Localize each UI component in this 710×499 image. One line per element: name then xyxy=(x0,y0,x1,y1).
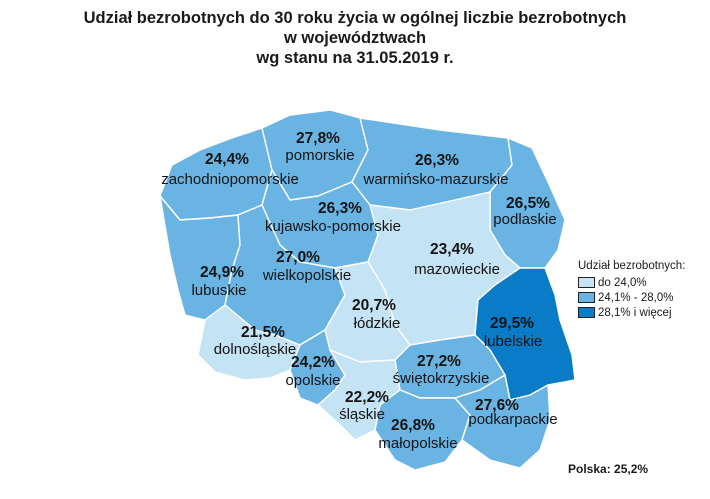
value-podlaskie: 26,5% xyxy=(506,195,550,212)
value-wielkopolskie: 27,0% xyxy=(276,249,320,266)
value-podkarpackie: 27,6% xyxy=(475,397,519,414)
voivodeship-labels: 24,4% zachodniopomorskie 27,8% pomorskie… xyxy=(161,130,557,452)
name-dolnoslaskie: dolnośląskie xyxy=(214,341,297,358)
legend-title: Udział bezrobotnych: xyxy=(578,260,686,272)
value-lubelskie: 29,5% xyxy=(490,315,534,332)
region-slaskie[interactable] xyxy=(317,349,401,441)
national-average: Polska: 25,2% xyxy=(568,462,649,476)
value-malopolskie: 26,8% xyxy=(391,417,435,434)
value-slaskie: 22,2% xyxy=(345,389,389,406)
name-lodzkie: łódzkie xyxy=(354,315,401,332)
name-pomorskie: pomorskie xyxy=(285,147,354,164)
value-warminsko-mazurskie: 26,3% xyxy=(415,152,459,169)
name-mazowieckie: mazowieckie xyxy=(414,261,500,278)
name-wielkopolskie: wielkopolskie xyxy=(262,267,351,284)
legend-label-medium: 24,1% - 28,0% xyxy=(598,291,674,304)
value-lodzkie: 20,7% xyxy=(352,297,396,314)
name-lubuskie: lubuskie xyxy=(191,282,246,299)
legend-label-low: do 24,0% xyxy=(598,276,647,289)
legend-label-high: 28,1% i więcej xyxy=(598,306,672,319)
name-swietokrzyskie: świętokrzyskie xyxy=(393,370,490,387)
name-malopolskie: małopolskie xyxy=(378,435,457,452)
value-opolskie: 24,2% xyxy=(291,354,335,371)
legend-item-high: 28,1% i więcej xyxy=(578,305,685,320)
legend-item-low: do 24,0% xyxy=(578,275,685,290)
legend: Udział bezrobotnych: do 24,0% 24,1% - 28… xyxy=(578,258,685,320)
value-zachodniopomorskie: 24,4% xyxy=(205,151,249,168)
name-slaskie: śląskie xyxy=(339,406,385,423)
value-pomorskie: 27,8% xyxy=(296,130,340,147)
name-podkarpackie: podkarpackie xyxy=(468,411,557,428)
value-lubuskie: 24,9% xyxy=(200,264,244,281)
name-opolskie: opolskie xyxy=(285,372,340,389)
region-podkarpackie[interactable] xyxy=(454,374,551,469)
name-warminsko-mazurskie: warmińsko-mazurskie xyxy=(362,171,508,188)
title-line-1: Udział bezrobotnych do 30 roku życia w o… xyxy=(83,9,627,27)
value-mazowieckie: 23,4% xyxy=(430,241,474,258)
value-kujawsko-pomorskie: 26,3% xyxy=(318,200,362,217)
name-lubelskie: lubelskie xyxy=(484,333,542,350)
value-dolnoslaskie: 21,5% xyxy=(241,324,285,341)
title-line-3: wg stanu na 31.05.2019 r. xyxy=(256,49,454,67)
name-kujawsko-pomorskie: kujawsko-pomorskie xyxy=(265,218,401,235)
legend-item-medium: 24,1% - 28,0% xyxy=(578,290,685,305)
legend-swatch-low xyxy=(578,277,595,288)
legend-swatch-medium xyxy=(578,292,595,303)
map-title: Udział bezrobotnych do 30 roku życia w o… xyxy=(0,8,710,68)
value-swietokrzyskie: 27,2% xyxy=(417,353,461,370)
legend-swatch-high xyxy=(578,307,595,318)
name-podlaskie: podlaskie xyxy=(493,211,556,228)
voivodeship-shapes xyxy=(159,109,576,471)
name-zachodniopomorskie: zachodniopomorskie xyxy=(161,171,299,188)
title-line-2: w województwach xyxy=(283,29,427,47)
